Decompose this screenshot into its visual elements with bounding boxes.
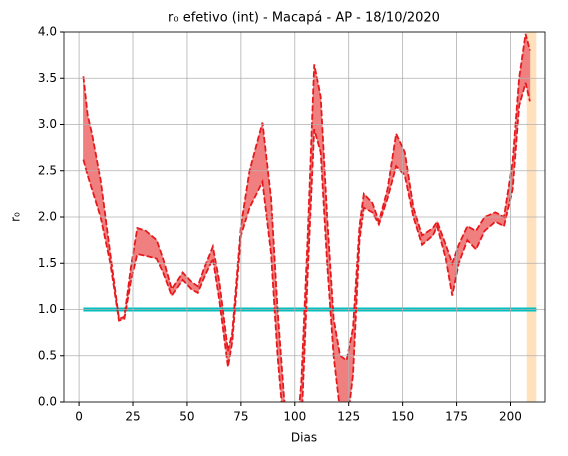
plot-area <box>82 32 537 402</box>
y-tick-label: 0.0 <box>38 395 57 409</box>
x-tick-label: 100 <box>283 410 306 424</box>
plot-layer <box>64 31 545 403</box>
x-tick-label: 175 <box>445 410 468 424</box>
x-tick-label: 200 <box>499 410 522 424</box>
bound-line <box>82 82 531 402</box>
x-tick-label: 50 <box>179 410 194 424</box>
chart-title: r₀ efetivo (int) - Macapá - AP - 18/10/2… <box>168 11 440 26</box>
x-tick-label: 150 <box>391 410 414 424</box>
x-tick-label: 125 <box>337 410 360 424</box>
interval-fill <box>395 133 406 177</box>
interval-fill <box>283 397 285 402</box>
y-tick-label: 0.5 <box>38 348 57 362</box>
x-tick-label: 25 <box>125 410 140 424</box>
bound-line <box>82 33 531 402</box>
y-tick-label: 3.5 <box>38 71 57 85</box>
x-axis-label: Dias <box>291 431 317 445</box>
y-tick-label: 1.0 <box>38 302 57 316</box>
interval-fill <box>363 193 373 213</box>
y-tick-label: 4.0 <box>38 25 57 39</box>
x-tick-label: 75 <box>233 410 248 424</box>
y-tick-label: 1.5 <box>38 256 57 270</box>
interval-fill <box>137 227 147 257</box>
x-tick-label: 0 <box>75 410 83 424</box>
interval-fill <box>145 230 158 260</box>
y-tick-label: 3.0 <box>38 117 57 131</box>
y-tick-label: 2.5 <box>38 163 57 177</box>
y-tick-label: 2.0 <box>38 210 57 224</box>
y-axis-label: r₀ <box>9 212 23 222</box>
